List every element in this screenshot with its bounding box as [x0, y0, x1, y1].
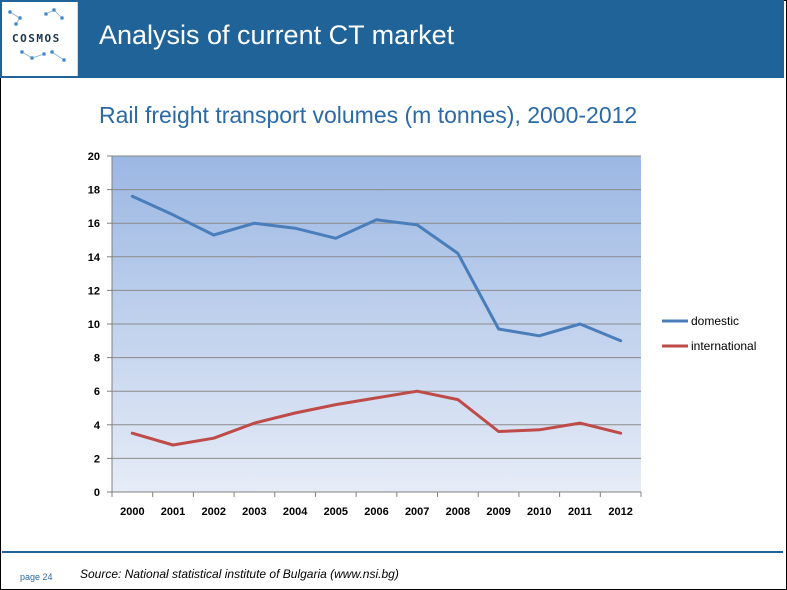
x-tick-label: 2011	[568, 506, 592, 518]
footer-divider	[2, 551, 783, 553]
legend-label-international: international	[691, 339, 756, 353]
slide-title: Analysis of current CT market	[99, 20, 455, 50]
y-tick-label: 18	[88, 185, 100, 197]
legend-label-domestic: domestic	[691, 314, 739, 328]
x-tick-label: 2002	[201, 506, 225, 518]
x-tick-label: 2009	[486, 506, 510, 518]
y-tick-label: 4	[94, 420, 101, 432]
y-tick-label: 0	[94, 487, 100, 499]
x-tick-label: 2008	[446, 506, 470, 518]
source-note: Source: National statistical institute o…	[80, 567, 399, 581]
slide-header: COSMOS Analysis of current CT market	[0, 0, 784, 78]
y-tick-label: 14	[88, 252, 101, 264]
y-tick-label: 8	[94, 353, 100, 365]
cosmos-logo: COSMOS	[2, 2, 78, 76]
x-tick-label: 2003	[242, 506, 266, 518]
x-tick-label: 2001	[161, 506, 185, 518]
x-tick-label: 2004	[283, 506, 308, 518]
y-tick-label: 20	[88, 151, 100, 163]
logo-text: COSMOS	[12, 32, 61, 45]
x-tick-label: 2012	[608, 506, 632, 518]
constellation-logo-icon	[8, 8, 67, 63]
x-tick-label: 2000	[120, 506, 144, 518]
y-tick-label: 12	[88, 285, 100, 297]
x-tick-label: 2006	[364, 506, 388, 518]
x-tick-label: 2007	[405, 506, 429, 518]
x-tick-label: 2010	[527, 506, 551, 518]
y-tick-label: 2	[94, 453, 100, 465]
y-tick-label: 16	[88, 218, 100, 230]
line-chart: 0 2 4 6 8 10 12 14 16 18 20 2000 2001 2002 2003 2004 20…	[88, 151, 757, 518]
x-tick-label: 2005	[324, 506, 348, 518]
y-tick-label: 10	[88, 319, 100, 331]
chart-subtitle: Rail freight transport volumes (m tonnes…	[99, 102, 638, 128]
page-number: page 24	[20, 572, 53, 582]
y-tick-label: 6	[94, 386, 100, 398]
